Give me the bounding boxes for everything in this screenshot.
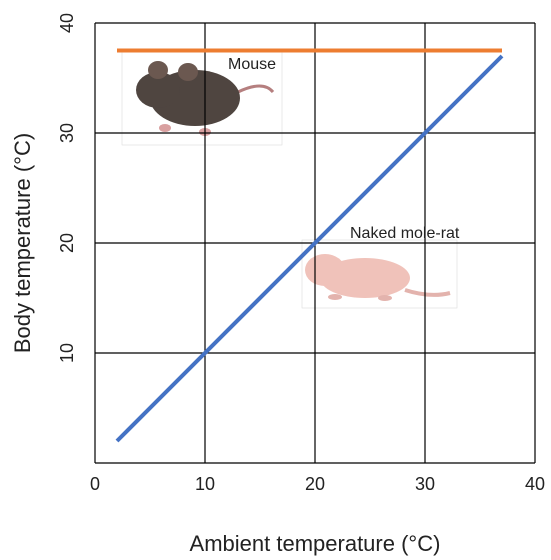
series-label: Mouse: [228, 56, 276, 73]
y-tick-label: 40: [57, 13, 77, 33]
x-tick-label: 0: [90, 474, 100, 494]
series-label: Naked mole-rat: [350, 225, 460, 242]
y-tick-label: 20: [57, 233, 77, 253]
x-tick-label: 10: [195, 474, 215, 494]
series-line: [115, 54, 504, 443]
mouse-picture: [121, 51, 283, 146]
x-tick-label: 40: [525, 474, 545, 494]
y-tick-label: 30: [57, 123, 77, 143]
y-axis-label: Body temperature (°C): [10, 133, 35, 353]
x-tick-label: 20: [305, 474, 325, 494]
y-tick-label: 10: [57, 343, 77, 363]
mole-rat-picture: [301, 239, 458, 309]
x-tick-label: 30: [415, 474, 435, 494]
x-axis-label: Ambient temperature (°C): [190, 531, 441, 556]
